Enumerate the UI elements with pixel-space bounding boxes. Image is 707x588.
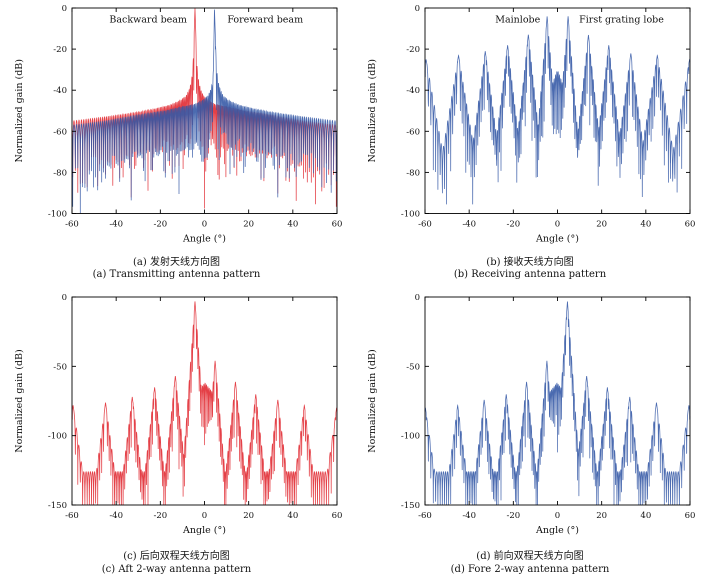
y-tick-label: 0 xyxy=(62,293,67,303)
y-axis-label: Normalized gain (dB) xyxy=(14,349,25,452)
caption-d-en: (d) Fore 2-way antenna pattern xyxy=(450,564,610,575)
y-tick-label: -100 xyxy=(48,210,67,220)
x-tick-label: 0 xyxy=(202,220,207,230)
x-tick-label: 20 xyxy=(243,220,254,230)
y-axis-label: Normalized gain (dB) xyxy=(367,349,378,452)
caption-d-cn: (d) 前向双程天线方向图 xyxy=(476,551,584,562)
x-tick-label: -60 xyxy=(418,220,432,230)
x-tick-label: 60 xyxy=(685,220,696,230)
chart-b-canvas: -60 -40 -20 0 20 40 60 0 -20 -40 -60 -80 -100 Angle (… xyxy=(367,4,696,245)
panel-d: -60 -40 -20 0 20 40 60 0 -50 -100 -150 Angle (°) Nor… xyxy=(353,290,707,588)
y-tick-label: -40 xyxy=(53,86,67,96)
caption-a-cn: (a) 发射天线方向图 xyxy=(133,257,220,268)
caption-b-cn: (b) 接收天线方向图 xyxy=(486,257,574,268)
x-tick-label: -40 xyxy=(462,220,476,230)
y-tick-label: -100 xyxy=(401,210,420,220)
x-axis-label: Angle (°) xyxy=(182,525,226,536)
y-tick-label: -40 xyxy=(406,86,420,96)
x-tick-label: -60 xyxy=(418,511,432,521)
y-tick-label: -20 xyxy=(406,45,420,55)
caption-c-en: (c) Aft 2-way antenna pattern xyxy=(101,564,252,575)
panel-a: -60 -40 -20 0 20 40 60 0 -20 -40 -60 -80 -100 Angle (… xyxy=(0,0,353,290)
x-tick-label: 20 xyxy=(596,220,607,230)
y-tick-label: -150 xyxy=(48,501,67,511)
x-tick-label: 0 xyxy=(555,220,560,230)
panel-b: -60 -40 -20 0 20 40 60 0 -20 -40 -60 -80 -100 Angle (… xyxy=(353,0,707,290)
y-tick-label: -100 xyxy=(48,432,67,442)
y-tick-label: -50 xyxy=(406,362,420,372)
x-axis-label: Angle (°) xyxy=(535,234,579,245)
y-axis-label: Normalized gain (dB) xyxy=(14,59,25,162)
chart-a-canvas: -60 -40 -20 0 20 40 60 0 -20 -40 -60 -80 -100 Angle (… xyxy=(14,4,343,245)
x-tick-label: 60 xyxy=(332,511,343,521)
x-tick-label: 40 xyxy=(640,511,651,521)
y-axis-label: Normalized gain (dB) xyxy=(367,59,378,162)
series-path-receiving-pattern xyxy=(424,16,691,205)
x-tick-label: -40 xyxy=(109,220,123,230)
x-tick-label: -20 xyxy=(153,220,167,230)
panel-c: -60 -40 -20 0 20 40 60 0 -50 -100 -150 Angle (°) Nor… xyxy=(0,290,353,588)
y-tick-label: -50 xyxy=(53,362,67,372)
x-tick-label: -20 xyxy=(506,511,520,521)
x-tick-label: -40 xyxy=(462,511,476,521)
x-tick-label: 60 xyxy=(332,220,343,230)
caption-a-en: (a) Transmitting antenna pattern xyxy=(92,269,261,280)
chart-d-canvas: -60 -40 -20 0 20 40 60 0 -50 -100 -150 Angle (°) Nor… xyxy=(367,293,696,536)
annotation-label: Foreward beam xyxy=(227,14,303,25)
x-tick-label: 40 xyxy=(287,220,298,230)
x-axis-label: Angle (°) xyxy=(535,525,579,536)
y-tick-label: 0 xyxy=(62,4,67,14)
caption-c-cn: (c) 后向双程天线方向图 xyxy=(123,551,230,562)
x-tick-label: 20 xyxy=(243,511,254,521)
series-path-aft-2-way-pattern xyxy=(71,301,338,506)
y-tick-label: -20 xyxy=(53,45,67,55)
y-tick-label: -80 xyxy=(53,168,67,178)
y-tick-label: 0 xyxy=(415,293,420,303)
annotation-label: Backward beam xyxy=(109,14,187,25)
y-tick-label: -80 xyxy=(406,168,420,178)
x-tick-label: -20 xyxy=(153,511,167,521)
x-tick-label: 0 xyxy=(555,511,560,521)
annotation-label: First grating lobe xyxy=(579,14,664,25)
x-tick-label: -20 xyxy=(506,220,520,230)
chart-c-canvas: -60 -40 -20 0 20 40 60 0 -50 -100 -150 Angle (°) Nor… xyxy=(14,293,343,536)
x-tick-label: 40 xyxy=(640,220,651,230)
x-tick-label: 0 xyxy=(202,511,207,521)
y-tick-label: -60 xyxy=(406,127,420,137)
annotation-label: Mainlobe xyxy=(495,14,540,25)
x-axis-label: Angle (°) xyxy=(182,234,226,245)
series-path-foreward-beam xyxy=(71,9,338,214)
y-tick-label: 0 xyxy=(415,4,420,14)
y-tick-label: -60 xyxy=(53,127,67,137)
series-path-fore-2-way-pattern xyxy=(424,301,691,506)
x-tick-label: 60 xyxy=(685,511,696,521)
y-tick-label: -150 xyxy=(401,501,420,511)
caption-b-en: (b) Receiving antenna pattern xyxy=(453,269,607,280)
x-tick-label: -40 xyxy=(109,511,123,521)
x-tick-label: -60 xyxy=(65,220,79,230)
y-tick-label: -100 xyxy=(401,432,420,442)
x-tick-label: 20 xyxy=(596,511,607,521)
x-tick-label: 40 xyxy=(287,511,298,521)
x-tick-label: -60 xyxy=(65,511,79,521)
